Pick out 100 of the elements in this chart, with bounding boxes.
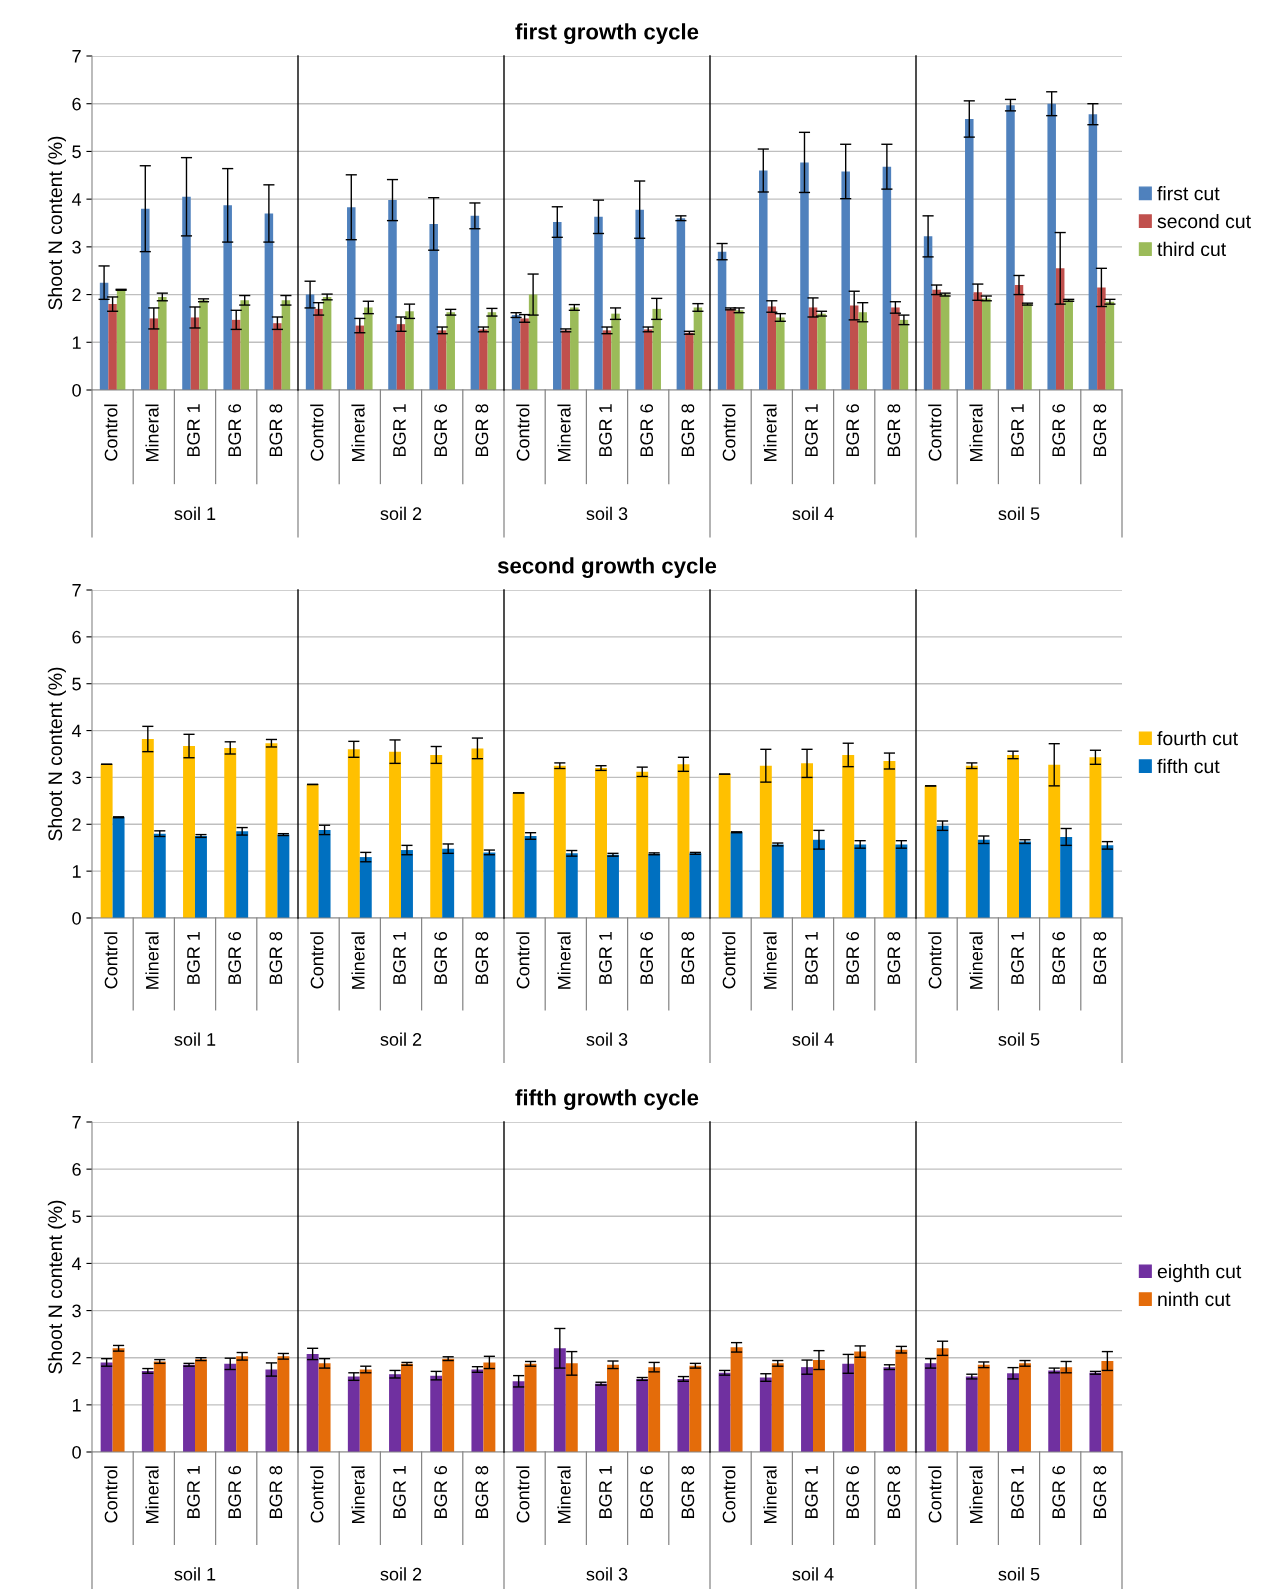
bar — [470, 215, 480, 390]
bar — [1105, 301, 1115, 390]
bar — [842, 754, 855, 918]
x-tick-label: BGR 8 — [681, 1465, 695, 1518]
bar — [471, 748, 484, 918]
bar — [759, 170, 768, 390]
bar — [759, 765, 772, 918]
bar — [883, 1367, 896, 1452]
bar — [771, 844, 784, 918]
y-tick-label: 0 — [72, 383, 81, 397]
bar — [854, 844, 867, 918]
bar — [817, 313, 826, 390]
bar — [1048, 1370, 1061, 1452]
bar — [1088, 114, 1098, 390]
bar — [965, 1376, 978, 1452]
bar — [430, 754, 443, 918]
bar — [471, 1369, 484, 1452]
x-tick-label: BGR 6 — [1052, 1465, 1066, 1518]
x-tick-label: Mineral — [969, 932, 983, 989]
x-tick-label: Control — [104, 404, 118, 461]
x-tick-label: BGR 1 — [599, 1466, 612, 1518]
bar — [561, 330, 571, 390]
bar — [195, 1359, 207, 1452]
bar — [595, 1383, 607, 1452]
x-tick-label: BGR 1 — [599, 932, 612, 984]
y-tick-label: 3 — [72, 240, 81, 254]
bar — [429, 223, 438, 390]
x-tick-label: Mineral — [351, 1466, 365, 1523]
x-tick-label: Mineral — [557, 404, 571, 462]
legend-label: fourth cut — [1157, 731, 1238, 746]
y-tick-label: 5 — [72, 677, 81, 691]
bar — [224, 747, 237, 918]
x-tick-label: Mineral — [145, 1466, 159, 1523]
x-tick-label: Control — [928, 404, 942, 461]
bar — [594, 216, 603, 390]
bar — [388, 200, 397, 390]
bar — [389, 751, 401, 918]
bar — [512, 1381, 525, 1452]
bar — [800, 162, 809, 390]
y-tick-label: 2 — [72, 288, 81, 302]
bar — [1047, 103, 1056, 390]
bar — [611, 313, 620, 390]
bar — [306, 1353, 319, 1452]
x-tick-label: BGR 8 — [887, 404, 901, 457]
bar — [767, 306, 777, 390]
bar — [726, 308, 735, 390]
text: soil 2 — [380, 1032, 422, 1046]
x-tick-label: BGR 6 — [228, 404, 242, 457]
bar — [676, 218, 686, 390]
bar — [442, 848, 455, 918]
bar — [273, 323, 282, 390]
bar — [1023, 304, 1032, 390]
x-tick-label: Control — [928, 1466, 942, 1523]
bar — [553, 1348, 566, 1452]
bar — [1064, 300, 1073, 390]
bar — [236, 831, 249, 918]
bar — [1097, 287, 1106, 390]
x-tick-label: Control — [310, 1466, 324, 1523]
x-tick-label: Control — [722, 1466, 736, 1523]
bar — [776, 317, 785, 390]
bar — [389, 1374, 401, 1452]
bar — [265, 1369, 278, 1452]
bar — [977, 839, 990, 918]
x-tick-label: BGR 8 — [1093, 404, 1107, 457]
bar — [512, 792, 525, 918]
bar — [318, 1363, 331, 1452]
bar — [841, 171, 850, 390]
y-tick-label: 7 — [72, 50, 81, 63]
bar — [401, 1363, 413, 1452]
bar — [982, 298, 991, 390]
bar — [511, 315, 521, 390]
bar — [108, 304, 117, 390]
bar — [730, 1347, 743, 1452]
x-tick-label: BGR 8 — [475, 1465, 489, 1518]
text: soil 2 — [380, 1567, 422, 1581]
bar — [717, 251, 727, 390]
bar — [182, 196, 191, 390]
x-tick-label: Mineral — [763, 404, 777, 462]
y-tick-label: 1 — [72, 336, 81, 349]
x-tick-label: BGR 6 — [846, 404, 860, 457]
bar — [1048, 764, 1061, 918]
bar — [595, 768, 607, 918]
y-axis-title: Shoot N content (%) — [47, 667, 66, 841]
bar — [231, 319, 241, 390]
bar — [437, 330, 447, 390]
bar — [153, 833, 166, 918]
bar — [882, 166, 892, 390]
bar — [483, 852, 496, 918]
bar — [635, 209, 644, 390]
x-tick-label: BGR 1 — [187, 404, 200, 457]
x-tick-label: BGR 1 — [805, 404, 818, 457]
bar — [116, 289, 126, 390]
bar — [524, 1363, 537, 1452]
bar — [730, 832, 743, 918]
bar — [895, 844, 908, 918]
text: soil 3 — [586, 506, 628, 521]
y-tick-label: 1 — [72, 865, 81, 878]
bar — [483, 1362, 496, 1452]
bar — [677, 764, 690, 918]
y-axis-title: Shoot N content (%) — [47, 1200, 66, 1374]
